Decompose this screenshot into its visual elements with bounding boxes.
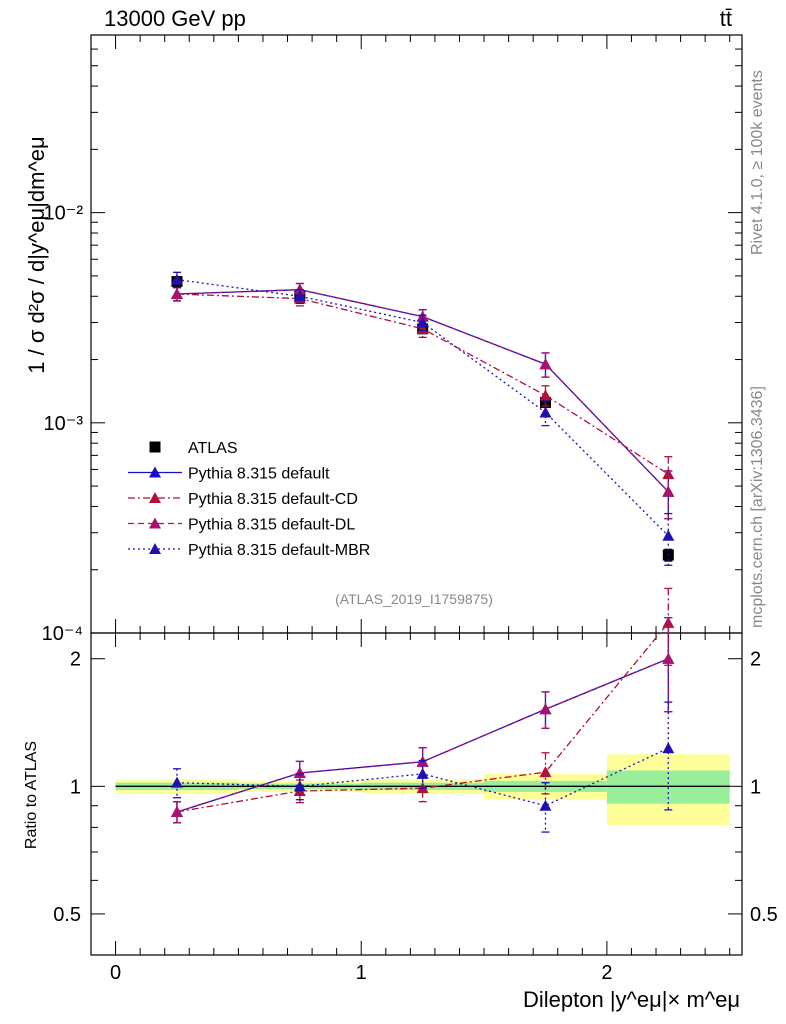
legend-item-2: Pythia 8.315 default-CD [128,491,358,508]
rivet-version-label: Rivet 4.1.0, ≥ 100k events [749,70,766,255]
x-tick-label: 2 [601,962,612,984]
main-y-tick-label: 10⁻⁴ [42,623,83,645]
legend: ATLAS Pythia 8.315 default Pythia 8.315 de… [128,440,370,559]
ratio-point [539,766,552,778]
axis-ticks: 10⁻⁴ 10⁻³ 10⁻² 0.5 0.5 1 1 2 2 0 1 2 [42,34,778,984]
legend-marker [149,492,161,503]
mc-point [170,273,183,285]
ratio-point [293,767,306,779]
ratio-point [662,652,675,664]
ratio-y-tick-label: 0.5 [53,904,81,926]
mc-point [293,290,306,302]
ratio-point [662,742,675,754]
legend-label: Pythia 8.315 default-CD [188,491,358,508]
legend-marker [149,466,161,478]
mc-point [416,316,429,328]
ratio-line-1 [176,622,669,813]
legend-item-1: Pythia 8.315 default [128,466,330,483]
mcplots-label: mcplots.cern.ch [arXiv:1306.3436] [749,386,766,628]
series-4 [170,271,675,566]
main-y-tick-label: 10⁻³ [44,413,84,435]
energy-label: 13000 GeV pp [104,6,246,31]
legend-item-0: ATLAS [149,440,238,457]
ratio-y-tick-label-right: 0.5 [750,904,778,926]
series-line-3 [176,289,669,493]
x-tick-label: 0 [110,962,121,984]
mc-point [662,485,675,497]
x-axis-title: Dilepton |y^eμ|× m^eμ [523,987,740,1012]
legend-marker [149,517,161,529]
ratio-y-tick-label-right: 1 [750,776,761,798]
legend-label: Pythia 8.315 default [188,466,330,483]
legend-item-3: Pythia 8.315 default-DL [128,517,355,534]
ratio-panel-frame [90,632,743,956]
main-y-axis-title: 1 / σ d²σ / d|y^eμ|dm^eμ [24,136,49,373]
process-label: tt̄ [720,6,732,31]
ratio-y-tick-label-right: 2 [750,649,761,671]
ratio-panel-series [170,587,675,833]
mc-point [539,406,552,418]
mc-point [662,529,675,541]
ratio-point [539,799,552,811]
main-y-tick-label: 10⁻² [44,203,84,225]
x-tick-label: 1 [356,962,367,984]
legend-item-4: Pythia 8.315 default-MBR [128,542,370,559]
legend-label: Pythia 8.315 default-MBR [188,542,370,559]
ratio-point [170,805,183,817]
ratio-point [293,780,306,792]
legend-marker [149,543,161,554]
analysis-tag: (ATLAS_2019_I1759875) [335,591,493,607]
legend-label: Pythia 8.315 default-DL [188,517,355,534]
main-panel-series [170,271,675,566]
series-line-2 [176,293,669,475]
ratio-point [416,767,429,779]
legend-marker [149,441,161,453]
ratio-series-3 [170,701,675,833]
mc-point [539,389,552,401]
ratio-point [170,776,183,788]
ratio-y-tick-label: 2 [70,649,81,671]
legend-label: ATLAS [188,440,238,457]
ratio-y-tick-label: 1 [70,776,81,798]
ratio-y-axis-title: Ratio to ATLAS [23,741,40,849]
ratio-point [539,703,552,715]
mc-point [539,358,552,370]
mc-point [170,288,183,300]
